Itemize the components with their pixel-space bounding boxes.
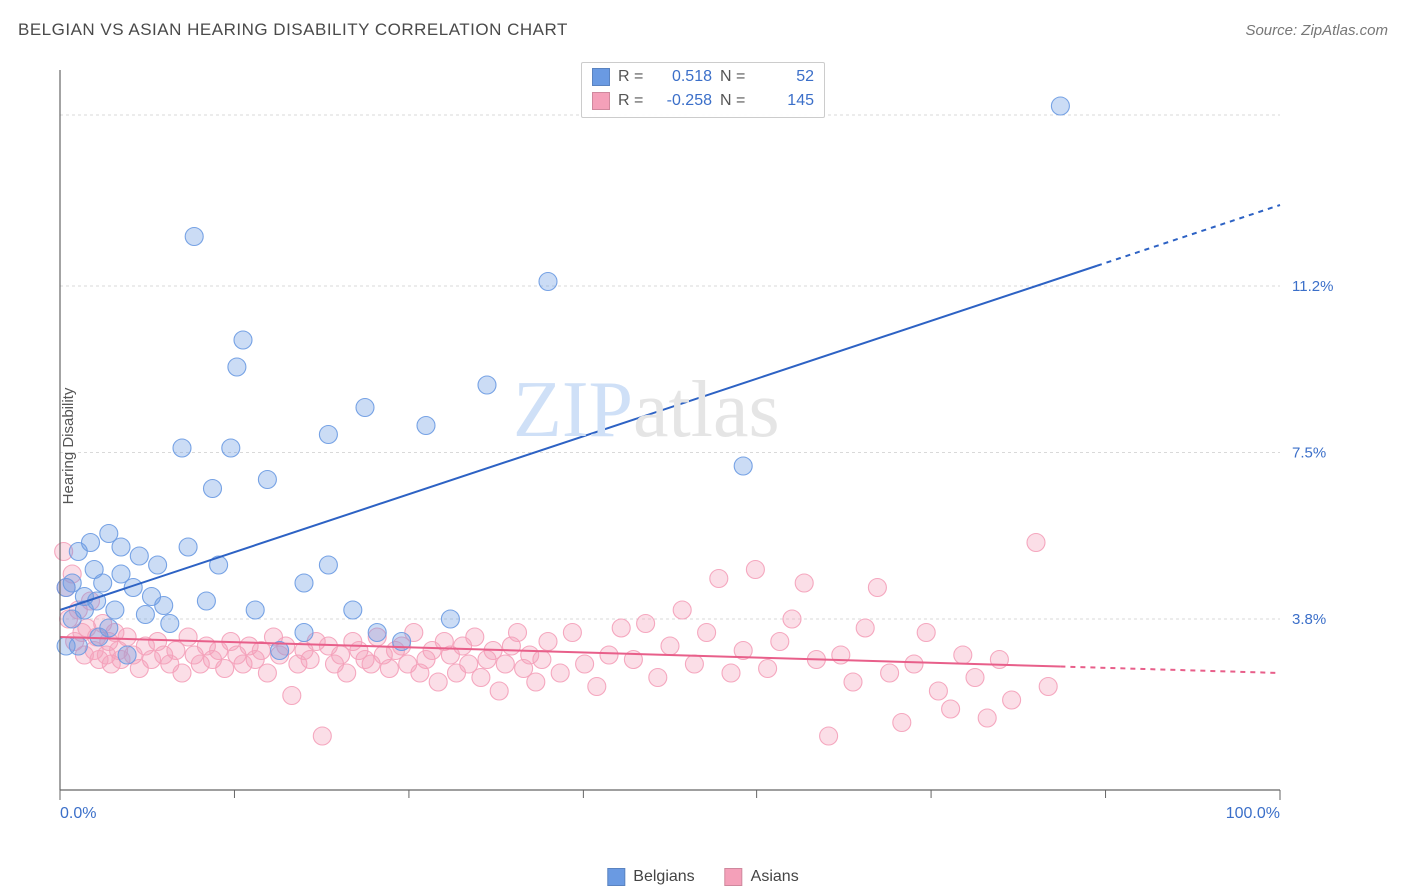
series-legend: Belgians Asians — [607, 868, 798, 886]
n-label: N = — [720, 92, 748, 110]
r-label: R = — [618, 68, 646, 86]
swatch-icon — [725, 868, 743, 886]
swatch-belgians — [592, 68, 610, 86]
n-label: N = — [720, 68, 748, 86]
legend-label-asians: Asians — [751, 868, 799, 886]
svg-text:7.5%: 7.5% — [1292, 445, 1326, 462]
swatch-asians — [592, 92, 610, 110]
stats-legend: R = 0.518 N = 52 R = -0.258 N = 145 — [581, 62, 825, 118]
r-value-asians: -0.258 — [654, 92, 712, 110]
svg-text:0.0%: 0.0% — [60, 805, 96, 822]
r-value-belgians: 0.518 — [654, 68, 712, 86]
scatter-plot: 3.8% 7.5% 11.2% 0.0% 100.0% — [50, 60, 1350, 830]
legend-label-belgians: Belgians — [633, 868, 694, 886]
legend-item-asians: Asians — [725, 868, 799, 886]
chart-title: BELGIAN VS ASIAN HEARING DISABILITY CORR… — [18, 20, 568, 40]
n-value-asians: 145 — [756, 92, 814, 110]
n-value-belgians: 52 — [756, 68, 814, 86]
stats-row-asians: R = -0.258 N = 145 — [592, 89, 814, 113]
chart-svg: 3.8% 7.5% 11.2% 0.0% 100.0% — [50, 60, 1350, 830]
r-label: R = — [618, 92, 646, 110]
svg-text:11.2%: 11.2% — [1292, 278, 1333, 295]
svg-text:100.0%: 100.0% — [1226, 805, 1280, 822]
legend-item-belgians: Belgians — [607, 868, 694, 886]
svg-text:3.8%: 3.8% — [1292, 611, 1326, 628]
source-attribution: Source: ZipAtlas.com — [1245, 22, 1388, 39]
swatch-false-icon — [607, 868, 625, 886]
stats-row-belgians: R = 0.518 N = 52 — [592, 65, 814, 89]
